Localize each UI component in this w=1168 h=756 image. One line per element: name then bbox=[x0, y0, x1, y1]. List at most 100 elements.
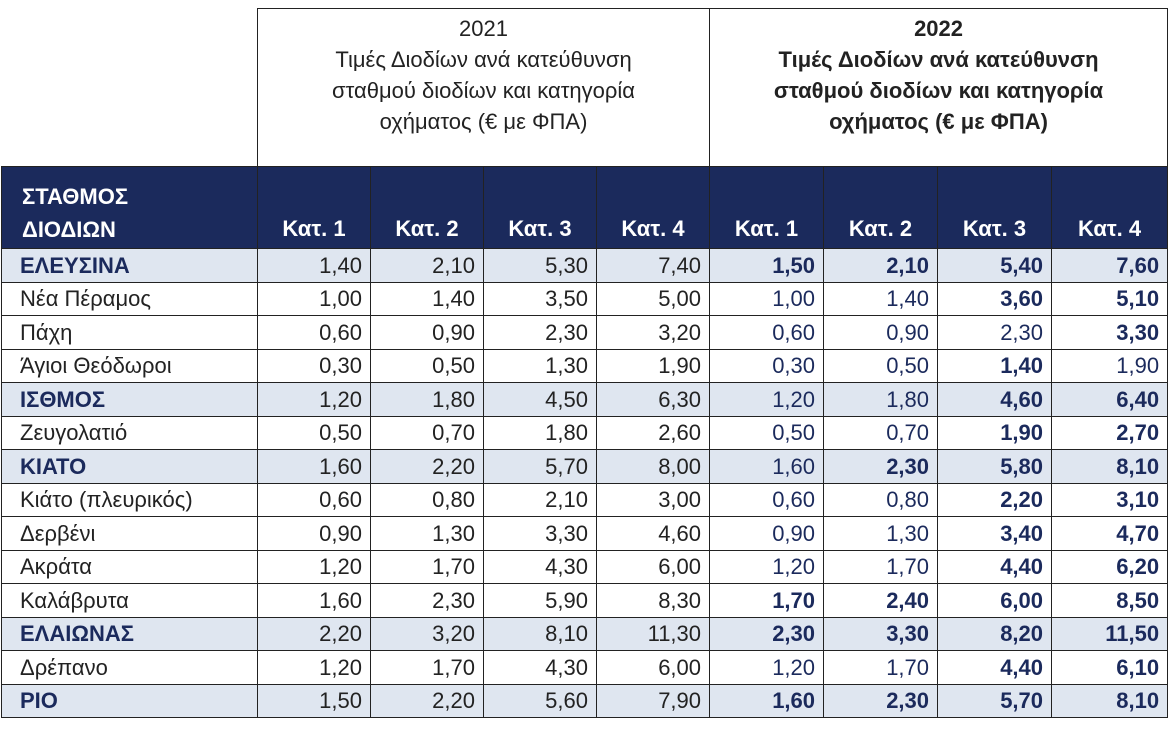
table-row: ΚΙΑΤΟ 1,60 2,20 5,70 8,00 1,60 2,30 5,80 8,10 bbox=[1, 449, 1168, 484]
price-2022-cat3: 5,70 bbox=[937, 683, 1053, 718]
price-2021-cat2: 0,80 bbox=[370, 482, 484, 517]
price-2022-cat3: 3,40 bbox=[937, 516, 1053, 551]
header-2021: 2021 Τιμές Διοδίων ανά κατεύθυνση σταθμο… bbox=[256, 8, 711, 167]
price-2021-cat4: 7,90 bbox=[595, 683, 711, 718]
price-2021-cat4: 1,90 bbox=[595, 348, 711, 383]
price-2022-cat4: 8,10 bbox=[1051, 683, 1168, 718]
price-2021-cat3: 4,30 bbox=[483, 549, 597, 584]
table-body: ΕΛΕΥΣΙΝΑ 1,40 2,10 5,30 7,40 1,50 2,10 5,40 7,60… bbox=[1, 248, 1168, 718]
price-2021-cat1: 1,60 bbox=[257, 583, 371, 618]
station-label-line: ΔΙΟΔΙΩΝ bbox=[22, 217, 116, 242]
price-2022-cat2: 2,30 bbox=[823, 449, 939, 484]
price-2022-cat3: 4,60 bbox=[937, 382, 1053, 417]
cat-header-2022: Κατ. 2 bbox=[823, 166, 939, 249]
table-row: Δρέπανο 1,20 1,70 4,30 6,00 1,20 1,70 4,40 6,10 bbox=[1, 650, 1168, 685]
header-empty-cell bbox=[1, 8, 258, 167]
header-2021-line: Τιμές Διοδίων ανά κατεύθυνση bbox=[335, 47, 632, 72]
price-2021-cat3: 5,60 bbox=[483, 683, 597, 718]
price-2022-cat3: 2,20 bbox=[937, 482, 1053, 517]
cat-header-2022: Κατ. 4 bbox=[1051, 166, 1168, 249]
price-2022-cat4: 1,90 bbox=[1051, 348, 1168, 383]
station-name: ΙΣΘΜΟΣ bbox=[1, 382, 258, 417]
cat-header-2021: Κατ. 1 bbox=[257, 166, 371, 249]
station-name: Δρέπανο bbox=[1, 650, 258, 685]
price-2022-cat2: 2,30 bbox=[823, 683, 939, 718]
station-name: Πάχη bbox=[1, 315, 258, 350]
price-2022-cat3: 5,40 bbox=[937, 248, 1053, 283]
price-2022-cat1: 1,20 bbox=[709, 650, 825, 685]
price-2022-cat4: 5,10 bbox=[1051, 281, 1168, 316]
price-2021-cat2: 2,10 bbox=[370, 248, 484, 283]
price-2022-cat1: 0,60 bbox=[709, 315, 825, 350]
price-2021-cat2: 3,20 bbox=[370, 616, 484, 651]
table-row: Άγιοι Θεόδωροι 0,30 0,50 1,30 1,90 0,30 0,50 1,… bbox=[1, 348, 1168, 383]
table-row: Νέα Πέραμος 1,00 1,40 3,50 5,00 1,00 1,40 3,60 5… bbox=[1, 281, 1168, 316]
price-2021-cat1: 0,50 bbox=[257, 415, 371, 450]
price-2022-cat1: 1,50 bbox=[709, 248, 825, 283]
price-2022-cat1: 1,60 bbox=[709, 449, 825, 484]
price-2022-cat4: 6,40 bbox=[1051, 382, 1168, 417]
header-2021-line: οχήματος (€ με ΦΠΑ) bbox=[379, 109, 588, 134]
price-2021-cat3: 1,80 bbox=[483, 415, 597, 450]
price-2021-cat1: 1,20 bbox=[257, 549, 371, 584]
price-2022-cat4: 2,70 bbox=[1051, 415, 1168, 450]
price-2022-cat2: 1,30 bbox=[823, 516, 939, 551]
price-2022-cat2: 0,90 bbox=[823, 315, 939, 350]
price-2021-cat4: 3,00 bbox=[595, 482, 711, 517]
station-column-header: ΣΤΑΘΜΟΣ ΔΙΟΔΙΩΝ bbox=[1, 166, 258, 249]
price-2022-cat4: 8,10 bbox=[1051, 449, 1168, 484]
price-2021-cat1: 1,20 bbox=[257, 382, 371, 417]
table-row: Ακράτα 1,20 1,70 4,30 6,00 1,20 1,70 4,40 6,20 bbox=[1, 549, 1168, 584]
price-2021-cat4: 8,30 bbox=[595, 583, 711, 618]
station-name: ΕΛΑΙΩΝΑΣ bbox=[1, 616, 258, 651]
table-row: ΙΣΘΜΟΣ 1,20 1,80 4,50 6,30 1,20 1,80 4,60 6,40 bbox=[1, 382, 1168, 417]
price-2021-cat1: 1,20 bbox=[257, 650, 371, 685]
price-2022-cat3: 2,30 bbox=[937, 315, 1053, 350]
price-2021-cat3: 5,90 bbox=[483, 583, 597, 618]
table-row: Πάχη 0,60 0,90 2,30 3,20 0,60 0,90 2,30 3,30 bbox=[1, 315, 1168, 350]
price-2022-cat2: 1,80 bbox=[823, 382, 939, 417]
price-2021-cat1: 0,90 bbox=[257, 516, 371, 551]
price-2021-cat2: 2,30 bbox=[370, 583, 484, 618]
price-2021-cat3: 5,30 bbox=[483, 248, 597, 283]
price-2022-cat3: 1,40 bbox=[937, 348, 1053, 383]
station-label-line: ΣΤΑΘΜΟΣ bbox=[22, 184, 129, 209]
price-2021-cat4: 7,40 bbox=[595, 248, 711, 283]
station-name: Καλάβρυτα bbox=[1, 583, 258, 618]
price-2021-cat1: 0,60 bbox=[257, 482, 371, 517]
price-2022-cat3: 8,20 bbox=[937, 616, 1053, 651]
price-2022-cat1: 1,00 bbox=[709, 281, 825, 316]
price-2022-cat1: 1,70 bbox=[709, 583, 825, 618]
price-2022-cat1: 2,30 bbox=[709, 616, 825, 651]
price-2022-cat2: 1,40 bbox=[823, 281, 939, 316]
price-2022-cat2: 2,40 bbox=[823, 583, 939, 618]
price-2022-cat3: 3,60 bbox=[937, 281, 1053, 316]
price-2022-cat1: 0,30 bbox=[709, 348, 825, 383]
price-2021-cat1: 0,30 bbox=[257, 348, 371, 383]
cat-header-2021: Κατ. 3 bbox=[483, 166, 597, 249]
price-2022-cat4: 6,20 bbox=[1051, 549, 1168, 584]
price-2022-cat3: 4,40 bbox=[937, 549, 1053, 584]
price-2021-cat2: 2,20 bbox=[370, 449, 484, 484]
price-2021-cat3: 5,70 bbox=[483, 449, 597, 484]
price-2021-cat1: 1,60 bbox=[257, 449, 371, 484]
header-2022-line: Τιμές Διοδίων ανά κατεύθυνση bbox=[778, 47, 1099, 72]
price-2022-cat3: 6,00 bbox=[937, 583, 1053, 618]
price-2021-cat2: 1,40 bbox=[370, 281, 484, 316]
price-2022-cat3: 4,40 bbox=[937, 650, 1053, 685]
price-2022-cat1: 0,50 bbox=[709, 415, 825, 450]
price-2022-cat1: 1,60 bbox=[709, 683, 825, 718]
year-2022: 2022 bbox=[914, 16, 964, 41]
price-2022-cat4: 8,50 bbox=[1051, 583, 1168, 618]
price-2022-cat1: 0,60 bbox=[709, 482, 825, 517]
price-2021-cat1: 0,60 bbox=[257, 315, 371, 350]
price-2021-cat4: 8,00 bbox=[595, 449, 711, 484]
price-2021-cat4: 6,00 bbox=[595, 549, 711, 584]
table-row: Καλάβρυτα 1,60 2,30 5,90 8,30 1,70 2,40 6,00 8,5… bbox=[1, 583, 1168, 618]
cat-header-2022: Κατ. 3 bbox=[937, 166, 1053, 249]
price-2022-cat4: 3,10 bbox=[1051, 482, 1168, 517]
header-2021-line: σταθμού διοδίων και κατηγορία bbox=[332, 78, 635, 103]
station-name: Ζευγολατιό bbox=[1, 415, 258, 450]
cat-header-2022: Κατ. 1 bbox=[709, 166, 825, 249]
price-2021-cat2: 1,70 bbox=[370, 549, 484, 584]
